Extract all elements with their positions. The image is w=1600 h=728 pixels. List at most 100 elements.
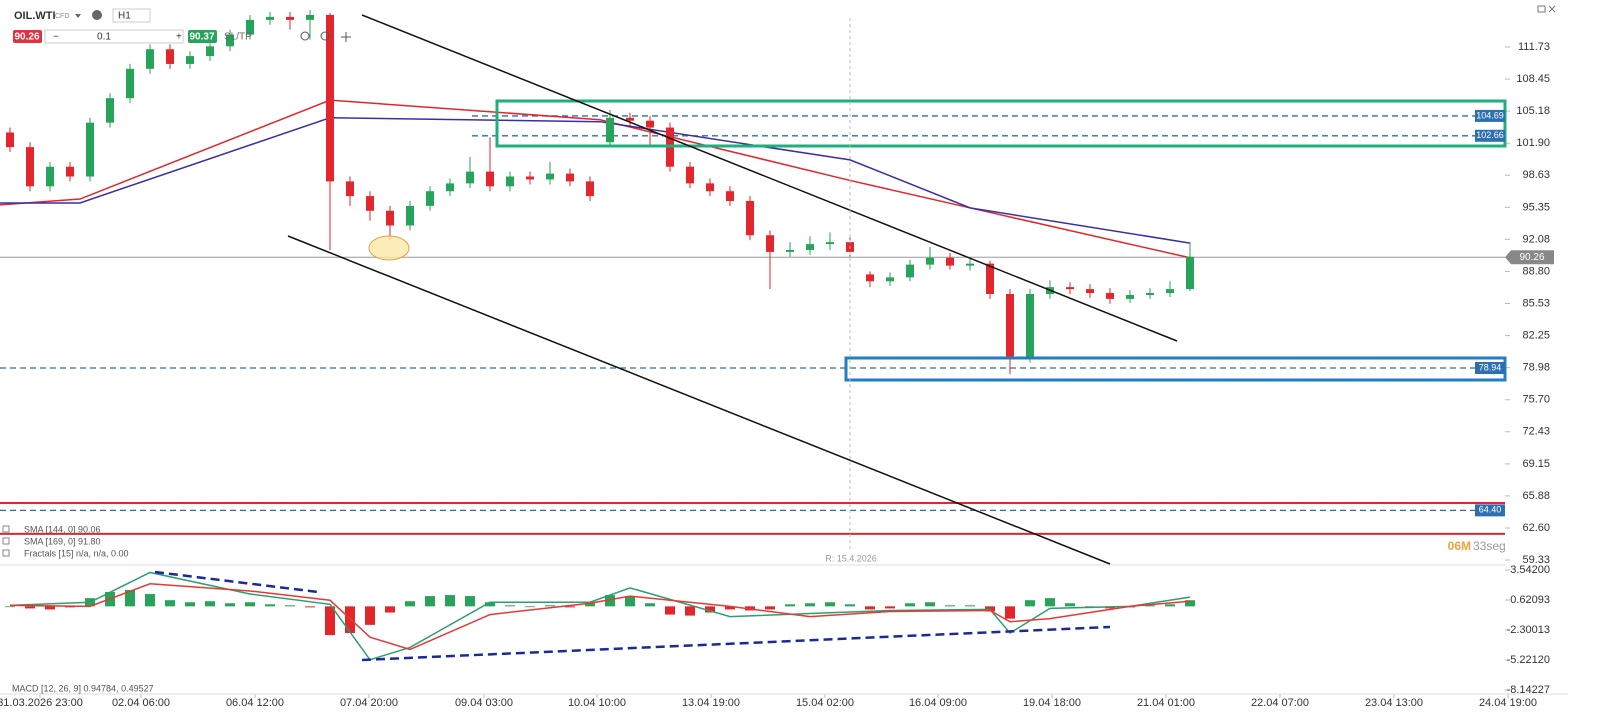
x-tick-label: 22.04 07:00 [1251,697,1309,709]
legend-icon [2,537,10,545]
candle-body [986,263,994,295]
info-icon[interactable] [92,10,102,20]
candle-body [886,277,894,282]
timeframe-select[interactable] [112,8,151,23]
histogram-bar [425,596,435,607]
histogram-bar [565,606,575,608]
crosshair-tool[interactable] [341,32,351,42]
y-tick-label: 0.62093 [1510,594,1550,606]
candle-body [346,181,354,197]
histogram-bar [525,606,535,608]
zoom-out[interactable] [300,31,310,41]
candle-body [546,173,554,180]
histogram-bar [405,601,415,607]
y-tick-label: 95.35 [1522,201,1550,213]
histogram-bar [365,606,375,625]
candle-body [1006,294,1014,358]
candle-body [806,244,814,250]
plus[interactable]: + [176,32,182,43]
y-tick-label: -2.30013 [1507,624,1550,636]
trend-line [361,14,1178,342]
histogram-bar [685,606,695,616]
histogram-bar [645,603,655,607]
histogram-bar [945,605,955,607]
level-tag [1475,109,1505,122]
buy-button[interactable] [188,30,217,43]
x-tick-label: 06.04 12:00 [226,697,284,709]
y-tick-label: 75.70 [1522,394,1550,406]
candle-body [246,19,254,35]
sma-line [0,99,1191,259]
candle-body [226,34,234,47]
macd-line [9,583,1191,651]
y-tick-label: 65.88 [1522,490,1550,502]
candle-body [946,257,954,266]
volume[interactable]: 0.1 [97,32,111,43]
histogram-bar [765,606,775,610]
legend-icon [2,525,10,533]
volume-box[interactable] [44,29,184,44]
histogram-bar [605,595,615,607]
candle-body [66,166,74,177]
candle-body [1106,293,1114,299]
zoom-in[interactable] [320,31,330,41]
symbol[interactable]: OIL.WTI [14,10,56,22]
histogram-bar [1025,600,1035,607]
histogram-bar [925,602,935,607]
y-tick-label: 105.18 [1516,105,1550,117]
window-icon[interactable] [1537,5,1546,13]
x-tick-label: 15.04 02:00 [796,697,854,709]
histogram-bar [465,596,475,607]
histogram-bar [585,603,595,607]
candle-body [766,235,774,252]
sell-button[interactable] [13,30,42,43]
candle-body [966,263,974,266]
y-tick-label: -8.14227 [1507,684,1550,696]
plot [0,10,1510,698]
x-tick-label: 21.04 01:00 [1137,697,1195,709]
y-tick-label: 92.08 [1522,233,1550,245]
candle-body [1186,256,1194,290]
candle-body [646,120,654,128]
candle-body [1166,289,1174,294]
candle-body [266,16,274,20]
y-tick-label: 98.63 [1522,169,1550,181]
candle-body [26,147,34,187]
histogram-bar [1045,598,1055,607]
legend-entry: SMA [144, 0] 90.06 [24,524,101,534]
sma-line [0,117,1191,244]
histogram-bar [225,603,235,607]
sl-tp[interactable]: SL/TP [224,32,252,43]
level-tag [1475,504,1505,517]
histogram-bar [825,602,835,607]
minus[interactable]: − [53,32,59,43]
y-tick-label: 85.53 [1522,297,1550,309]
histogram-bar [845,604,855,607]
histogram-bar [545,605,555,607]
candle-body [566,173,574,182]
histogram-bar [245,602,255,607]
candle-body [506,176,514,187]
timer-minutes: 06M [1448,539,1471,553]
histogram-bar [485,602,495,607]
candle-body [466,171,474,184]
histogram-bar [325,606,335,636]
x-tick-label: 19.04 18:00 [1023,697,1081,709]
candle-body [406,205,414,226]
candle-body [686,166,694,184]
histogram-bar [1005,606,1015,619]
histogram-bar [145,594,155,607]
histogram-bar [885,606,895,609]
histogram-bar [965,605,975,607]
y-tick-label: 59.33 [1522,554,1550,566]
close-icon[interactable] [1548,5,1556,13]
candle-body [606,117,614,143]
histogram-bar [5,606,15,608]
histogram-bar [905,603,915,607]
histogram-bar [1165,604,1175,607]
candle-body [826,242,834,245]
histogram-bar [265,604,275,607]
dropdown-icon[interactable] [75,14,81,18]
